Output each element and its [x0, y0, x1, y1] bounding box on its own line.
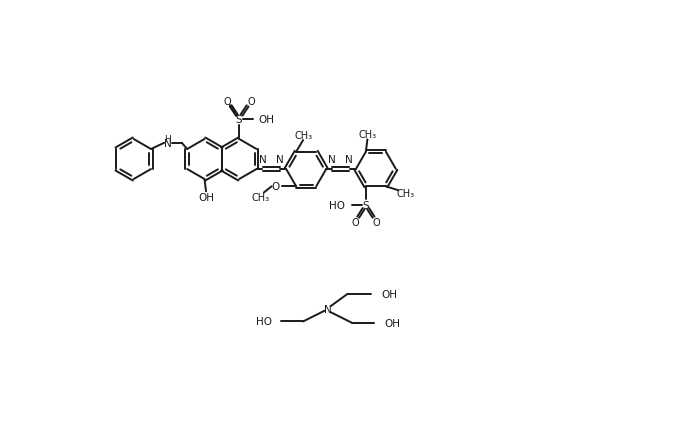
Text: H: H: [165, 135, 171, 143]
Text: OH: OH: [258, 115, 274, 125]
Text: N: N: [346, 155, 353, 165]
Text: CH₃: CH₃: [397, 188, 415, 198]
Text: CH₃: CH₃: [252, 193, 270, 203]
Text: N: N: [276, 155, 283, 165]
Text: N: N: [259, 155, 267, 165]
Text: N: N: [329, 155, 336, 165]
Text: O: O: [373, 217, 380, 227]
Text: N: N: [324, 304, 332, 314]
Text: OH: OH: [382, 289, 398, 299]
Text: S: S: [236, 115, 242, 125]
Text: HO: HO: [256, 317, 272, 327]
Text: O: O: [223, 97, 230, 107]
Text: HO: HO: [329, 201, 345, 210]
Text: N: N: [164, 138, 172, 148]
Text: S: S: [362, 201, 369, 210]
Text: O: O: [351, 217, 359, 227]
Text: OH: OH: [198, 193, 214, 203]
Text: CH₃: CH₃: [294, 131, 312, 141]
Text: OH: OH: [385, 318, 401, 328]
Text: CH₃: CH₃: [358, 130, 376, 140]
Text: O: O: [272, 182, 279, 192]
Text: O: O: [248, 97, 255, 107]
